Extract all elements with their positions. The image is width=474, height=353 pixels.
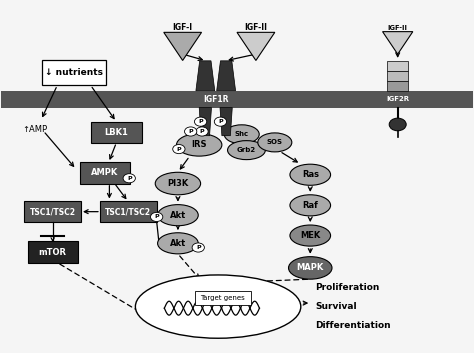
Text: Proliferation: Proliferation xyxy=(315,283,379,292)
FancyBboxPatch shape xyxy=(24,201,81,222)
Circle shape xyxy=(173,144,185,154)
Text: IRS: IRS xyxy=(191,140,207,149)
Text: P: P xyxy=(155,214,159,220)
Text: AMPK: AMPK xyxy=(91,168,118,178)
Polygon shape xyxy=(164,32,201,60)
Text: Grb2: Grb2 xyxy=(237,147,256,153)
Ellipse shape xyxy=(290,164,330,185)
Circle shape xyxy=(123,174,136,183)
Polygon shape xyxy=(237,32,275,60)
Ellipse shape xyxy=(157,205,198,226)
Ellipse shape xyxy=(155,172,201,195)
Circle shape xyxy=(192,243,204,252)
Polygon shape xyxy=(217,61,236,91)
FancyBboxPatch shape xyxy=(80,162,130,184)
Ellipse shape xyxy=(136,275,301,338)
Polygon shape xyxy=(196,61,215,91)
FancyBboxPatch shape xyxy=(100,201,157,222)
Text: TSC1/TSC2: TSC1/TSC2 xyxy=(105,207,151,216)
Text: P: P xyxy=(127,176,132,181)
Text: IGF-II: IGF-II xyxy=(245,23,267,32)
FancyBboxPatch shape xyxy=(387,71,408,81)
Text: MEK: MEK xyxy=(300,231,320,240)
Text: Target genes: Target genes xyxy=(201,295,245,301)
Text: IGF-II: IGF-II xyxy=(388,25,408,31)
Ellipse shape xyxy=(176,133,222,156)
Polygon shape xyxy=(199,108,211,136)
Text: Akt: Akt xyxy=(170,211,186,220)
Text: TSC1/TSC2: TSC1/TSC2 xyxy=(30,207,76,216)
Ellipse shape xyxy=(289,257,332,279)
Text: P: P xyxy=(176,146,181,151)
Text: Differentiation: Differentiation xyxy=(315,322,391,330)
Circle shape xyxy=(214,117,227,126)
Ellipse shape xyxy=(224,125,259,144)
Text: SOS: SOS xyxy=(267,139,283,145)
Text: P: P xyxy=(188,129,193,134)
Polygon shape xyxy=(383,32,413,54)
Text: MAPK: MAPK xyxy=(297,263,324,273)
Text: Akt: Akt xyxy=(170,239,186,248)
Text: IGF2R: IGF2R xyxy=(386,96,409,102)
Ellipse shape xyxy=(290,195,330,216)
Text: ↑AMP: ↑AMP xyxy=(22,125,47,133)
Text: Survival: Survival xyxy=(315,302,356,311)
Ellipse shape xyxy=(258,133,292,152)
FancyBboxPatch shape xyxy=(387,61,408,71)
Circle shape xyxy=(196,127,208,136)
Text: P: P xyxy=(200,129,204,134)
FancyBboxPatch shape xyxy=(0,91,474,108)
Text: mTOR: mTOR xyxy=(39,247,67,257)
Ellipse shape xyxy=(290,225,330,246)
Text: LBK1: LBK1 xyxy=(105,128,128,137)
FancyBboxPatch shape xyxy=(195,291,251,305)
Ellipse shape xyxy=(228,140,265,160)
Circle shape xyxy=(184,127,197,136)
Text: ↓ nutrients: ↓ nutrients xyxy=(45,68,103,77)
Text: P: P xyxy=(198,119,203,124)
Polygon shape xyxy=(220,108,232,136)
FancyBboxPatch shape xyxy=(91,122,142,143)
Circle shape xyxy=(389,118,406,131)
Circle shape xyxy=(194,117,207,126)
Text: Shc: Shc xyxy=(235,131,249,137)
Text: PI3K: PI3K xyxy=(167,179,189,188)
Text: Ras: Ras xyxy=(302,170,319,179)
Text: IGF-I: IGF-I xyxy=(173,23,193,32)
Circle shape xyxy=(151,213,163,221)
Ellipse shape xyxy=(157,233,198,254)
Text: Raf: Raf xyxy=(302,201,318,210)
Text: P: P xyxy=(218,119,223,124)
FancyBboxPatch shape xyxy=(387,81,408,91)
Text: IGF1R: IGF1R xyxy=(203,95,228,104)
Text: P: P xyxy=(196,245,201,250)
FancyBboxPatch shape xyxy=(42,60,106,85)
FancyBboxPatch shape xyxy=(27,241,78,263)
